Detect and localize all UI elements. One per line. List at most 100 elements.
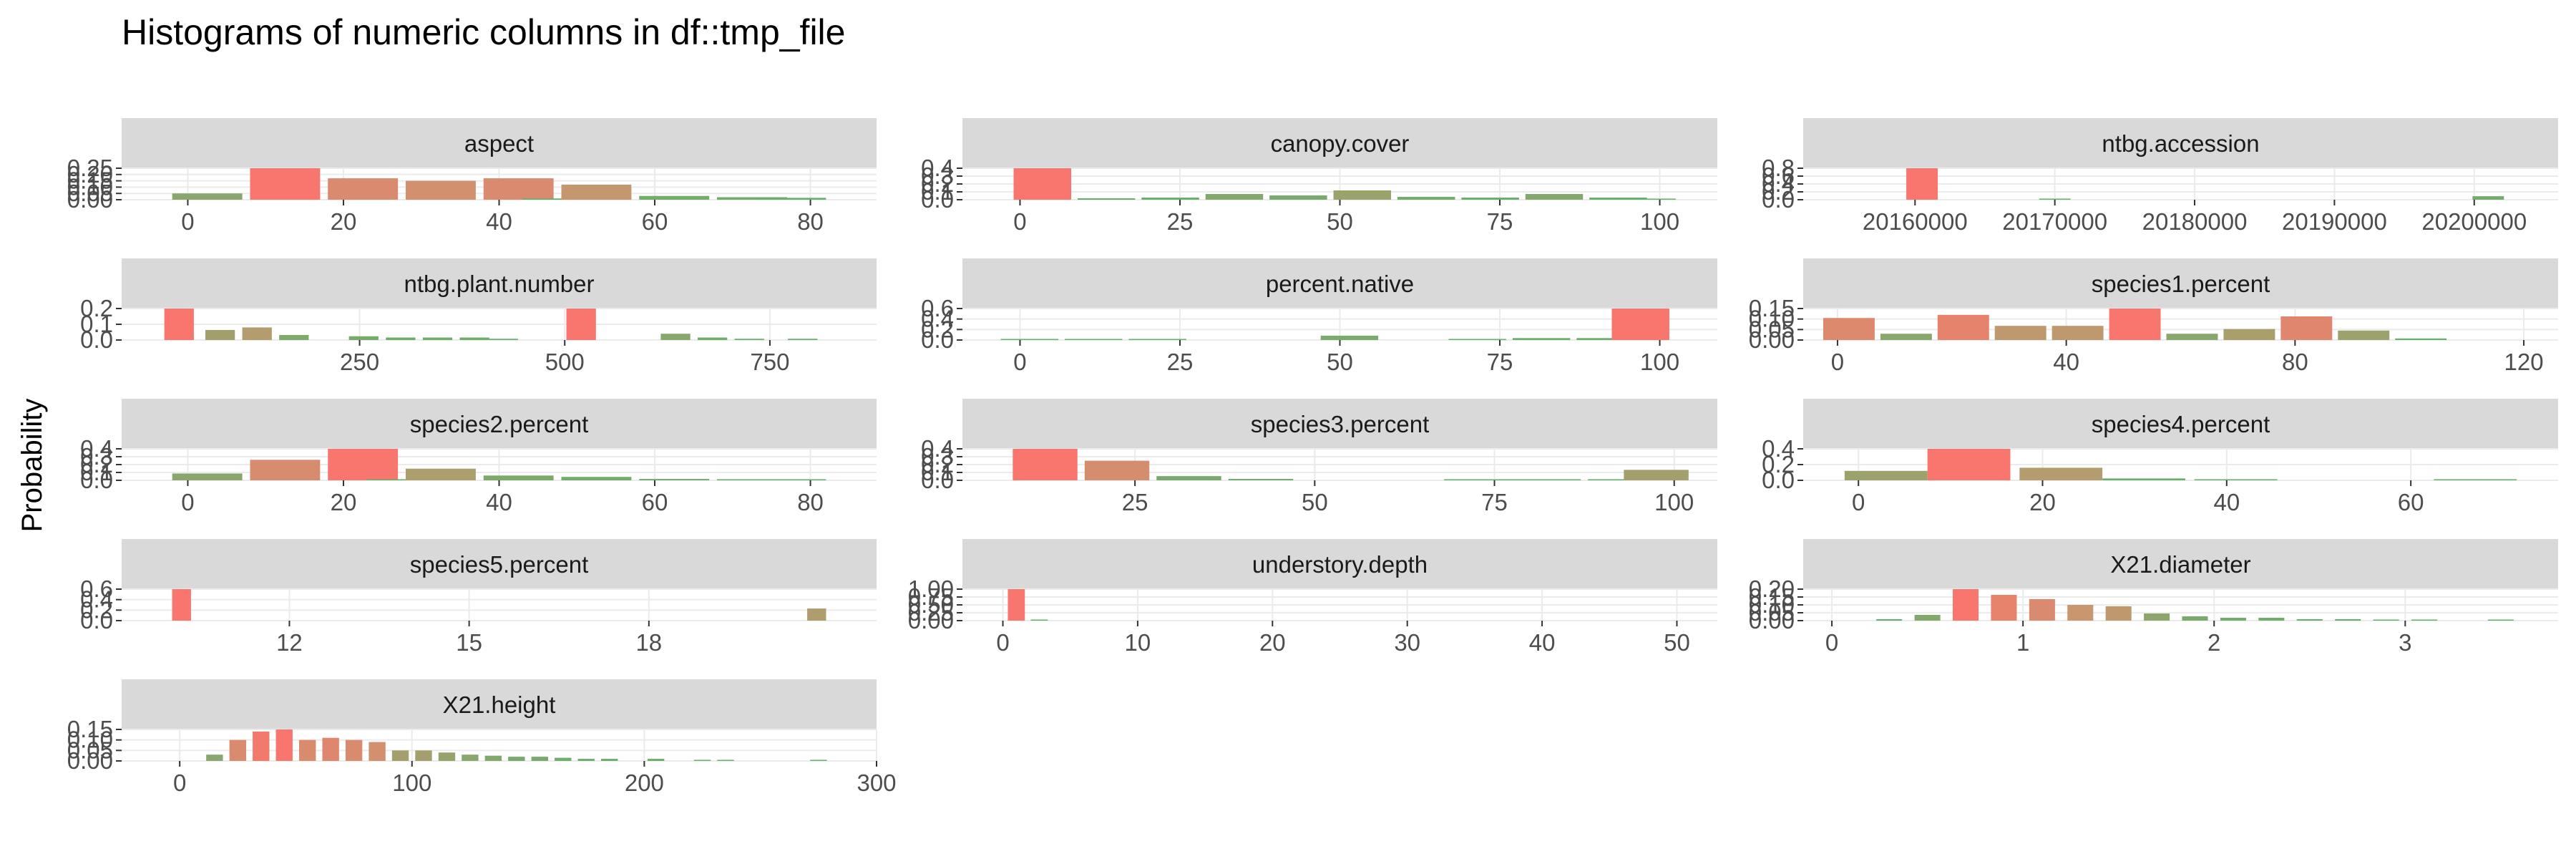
y-tick-label: 0.6 <box>921 295 954 321</box>
x-tick-label: 12 <box>276 629 303 656</box>
y-tick-label: 0.0 <box>80 467 113 493</box>
histogram-bar <box>1880 334 1932 340</box>
x-tick-label: 40 <box>2053 349 2079 375</box>
histogram-bar <box>1512 338 1571 340</box>
histogram-bar <box>2280 316 2333 340</box>
histogram-bar <box>531 757 548 761</box>
histogram-bar <box>1952 589 1979 621</box>
histogram-bar <box>1228 479 1294 480</box>
histogram-bar <box>1141 198 1199 200</box>
y-tick-label: 0.1 <box>921 178 954 205</box>
x-tick-label: 50 <box>1302 489 1328 515</box>
y-tick-label: 0.4 <box>1762 435 1795 462</box>
facet-strip <box>1803 118 2558 168</box>
facet-strip <box>122 258 877 309</box>
histogram-bar <box>1937 314 1989 340</box>
facet-ntbg.accession: ntbg.accession 0.00.20.40.60.8 20160000 201… <box>1762 118 2558 235</box>
x-tick-label: 80 <box>2282 349 2308 375</box>
histogram-bar <box>2182 616 2208 621</box>
histogram-bar <box>172 193 243 200</box>
histogram-bar <box>2472 196 2504 200</box>
y-tick-label: 0.00 <box>67 747 113 774</box>
facet-strip-label: X21.diameter <box>2110 551 2250 578</box>
y-tick-label: 0.00 <box>1749 326 1795 353</box>
y-tick-label: 0.0 <box>921 326 954 353</box>
facet-strip-label: species4.percent <box>2092 411 2270 437</box>
x-tick-label: 0 <box>1825 629 1838 656</box>
histogram-bar <box>1128 339 1186 340</box>
y-tick-label: 0.8 <box>1762 155 1795 181</box>
facet-strip <box>962 258 1717 309</box>
y-tick-label: 0.15 <box>67 168 113 194</box>
y-tick-label: 0.2 <box>80 596 113 623</box>
x-tick-label: 50 <box>1327 349 1353 375</box>
facet-species4.percent: species4.percent 0.00.20.4 0 20 40 60 <box>1762 399 2558 515</box>
facet-X21.height: X21.height 0.000.050.100.15 0 100 200 300 <box>67 679 897 796</box>
x-tick-label: 0 <box>996 629 1009 656</box>
histogram-bar <box>484 755 502 761</box>
x-tick-label: 20200000 <box>2421 208 2527 235</box>
facet-strip <box>962 539 1717 589</box>
x-tick-label: 40 <box>1529 629 1556 656</box>
histogram-bar <box>483 475 554 480</box>
x-tick-label: 75 <box>1487 349 1513 375</box>
x-tick-label: 0 <box>1831 349 1844 375</box>
histogram-bar <box>1914 615 1941 621</box>
y-tick-label: 0.4 <box>1762 170 1795 197</box>
histogram-bar <box>1576 338 1634 340</box>
y-tick-label: 0.0 <box>1762 467 1795 493</box>
histogram-bar <box>508 757 525 761</box>
histogram-bar <box>1084 460 1150 480</box>
x-tick-label: 120 <box>2504 349 2544 375</box>
y-tick-label: 0.15 <box>1749 583 1795 610</box>
x-tick-label: 18 <box>635 629 662 656</box>
x-tick-label: 0 <box>1852 489 1865 515</box>
x-tick-label: 40 <box>486 489 512 515</box>
y-tick-label: 0.05 <box>1749 599 1795 626</box>
facet-strip-label: species1.percent <box>2092 271 2270 297</box>
histogram-bar <box>639 195 710 200</box>
x-tick-label: 50 <box>1664 629 1690 656</box>
x-tick-label: 20 <box>331 208 357 235</box>
y-tick-label: 0.05 <box>1749 316 1795 342</box>
histogram-bar <box>788 339 818 340</box>
facet-strip-label: ntbg.plant.number <box>404 271 594 297</box>
histogram-bar <box>807 608 826 621</box>
histogram-bar <box>2051 326 2104 340</box>
histogram-bar <box>1000 339 1059 340</box>
x-tick-label: 15 <box>456 629 482 656</box>
y-tick-label: 0.2 <box>1762 451 1795 477</box>
histogram-bar <box>2487 619 2514 621</box>
y-tick-label: 0.20 <box>1749 576 1795 602</box>
histogram-bar <box>601 759 618 761</box>
y-tick-label: 0.6 <box>80 576 113 602</box>
histogram-bar <box>2019 467 2103 480</box>
histogram-bar <box>2109 309 2161 340</box>
x-tick-label: 500 <box>545 349 585 375</box>
y-tick-label: 0.2 <box>921 316 954 342</box>
y-tick-label: 0.10 <box>1749 591 1795 618</box>
y-tick-label: 0.4 <box>80 435 113 462</box>
histogram-bar <box>2029 599 2055 621</box>
x-tick-label: 750 <box>750 349 789 375</box>
y-tick-label: 0.0 <box>921 467 954 493</box>
facet-strip-label: X21.height <box>443 691 556 718</box>
histogram-bar <box>566 309 596 340</box>
histogram-bar <box>698 337 728 340</box>
x-tick-label: 20170000 <box>2002 208 2107 235</box>
histogram-bar <box>488 339 518 340</box>
x-tick-label: 20 <box>2029 489 2056 515</box>
histogram-bar <box>322 737 339 761</box>
histogram-bar <box>1156 476 1221 480</box>
x-tick-label: 200 <box>625 770 664 796</box>
y-tick-label: 0.00 <box>908 607 954 634</box>
x-tick-label: 0 <box>173 770 186 796</box>
facet-species3.percent: species3.percent 0.00.10.20.30.4 25 50 75 100 <box>921 399 1717 515</box>
histogram-bar <box>2411 619 2438 621</box>
histogram-bar <box>2373 619 2399 621</box>
histogram-bar <box>2220 618 2246 621</box>
histogram-bar <box>369 742 386 761</box>
y-tick-label: 0.05 <box>67 180 113 206</box>
x-tick-label: 40 <box>486 208 512 235</box>
